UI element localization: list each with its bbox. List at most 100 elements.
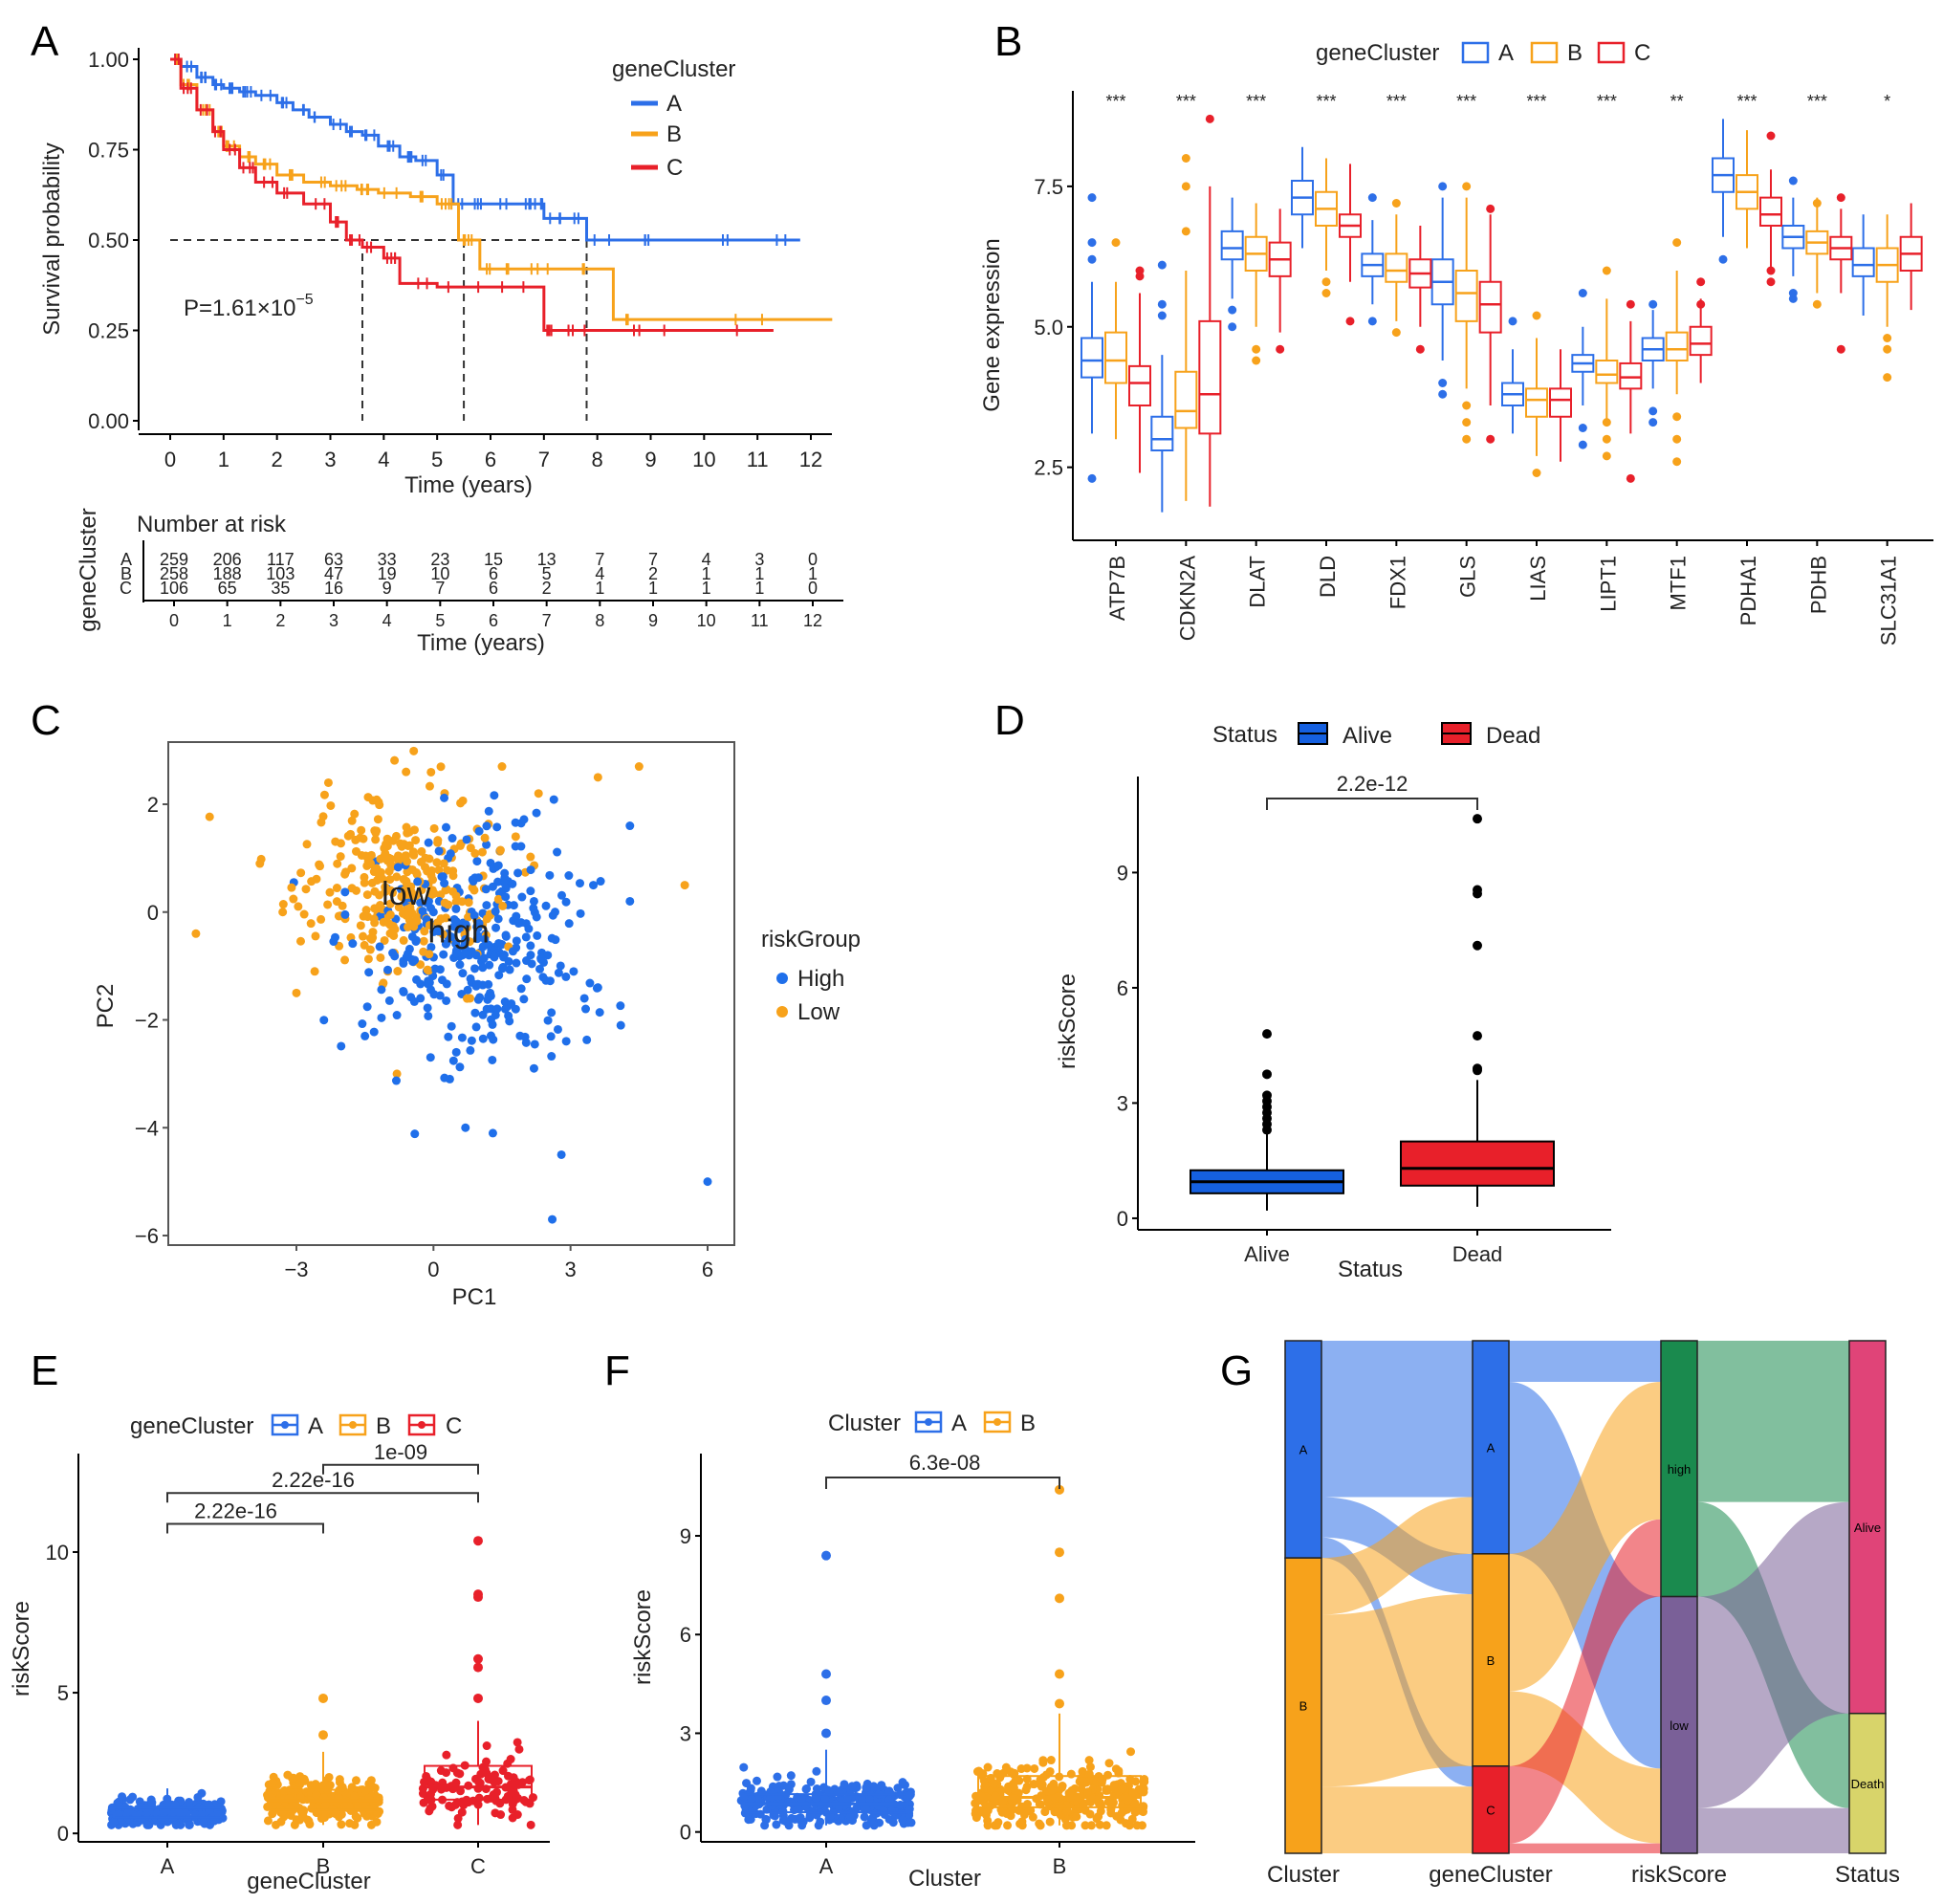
outlier-point xyxy=(1157,311,1167,320)
genecluster-jitter-point xyxy=(442,1750,451,1760)
comparison-bracket xyxy=(322,1463,479,1475)
outlier-point xyxy=(1321,289,1331,297)
outlier-point xyxy=(1696,299,1706,309)
sankey-link xyxy=(1697,1341,1849,1502)
cluster-jitter-point xyxy=(797,1794,806,1804)
cluster-jitter-point xyxy=(1136,1806,1146,1815)
sankey-link xyxy=(1509,1382,1661,1692)
pca-point-high xyxy=(541,901,551,910)
risk-table-tick-label: 7 xyxy=(542,611,552,630)
cluster-outlier xyxy=(1055,1484,1064,1495)
genecluster-outlier xyxy=(318,1693,328,1703)
pca-point-high xyxy=(511,818,520,827)
pca-point-low xyxy=(372,864,382,873)
genecluster-jitter-point xyxy=(324,1772,334,1782)
pca-point-high xyxy=(399,987,408,996)
cluster-jitter-point xyxy=(1072,1812,1081,1822)
box-a xyxy=(1220,230,1244,261)
cluster-boxplot: 0 3 6 9 A B 6.3e-08 xyxy=(680,1451,1195,1878)
cluster-y-tick-label: 6 xyxy=(680,1623,691,1647)
panel-label-f: F xyxy=(604,1347,630,1394)
pca-point-high xyxy=(458,969,468,978)
risk-table-cell: 103 xyxy=(266,564,295,583)
pca-point-high xyxy=(509,901,518,910)
cluster-jitter-point xyxy=(816,1817,825,1827)
pca-point-high xyxy=(358,1019,367,1029)
pca-point-low xyxy=(425,854,434,864)
pca-point-high xyxy=(496,939,506,949)
sankey-links xyxy=(1321,1341,1849,1853)
pca-point-high xyxy=(478,1034,488,1043)
cluster-outlier xyxy=(821,1669,831,1679)
cluster-jitter-point xyxy=(796,1812,805,1822)
pca-point-high xyxy=(340,909,350,919)
risk-table-tick-label: 1 xyxy=(223,611,232,630)
pca-point-low xyxy=(318,812,328,821)
pca-point-low xyxy=(427,889,437,899)
outlier-point xyxy=(1812,299,1822,309)
sankey-node xyxy=(1472,1765,1510,1854)
cluster-jitter-point xyxy=(983,1821,993,1830)
pca-point-high xyxy=(498,962,508,972)
box-b xyxy=(1174,370,1198,429)
pca-point-high xyxy=(499,951,509,960)
pca-point-high xyxy=(491,923,501,932)
pca-point-high xyxy=(547,1052,557,1061)
pca-point-low xyxy=(385,910,395,920)
legend-label-a: A xyxy=(951,1411,967,1436)
pca-point-high xyxy=(519,815,529,824)
cluster-box xyxy=(977,1775,1142,1808)
pca-point-low xyxy=(470,848,480,858)
pca-centroid-label: high xyxy=(427,913,489,950)
cluster-jitter-point xyxy=(845,1811,855,1821)
pca-point-high xyxy=(491,1010,500,1019)
cluster-jitter-point xyxy=(742,1779,752,1788)
pca-point-high xyxy=(536,953,546,963)
pca-point-high xyxy=(473,924,483,933)
box-c xyxy=(1619,361,1643,390)
sankey-node-label: B xyxy=(1487,1653,1495,1668)
pca-point-low xyxy=(375,800,384,810)
outlier-point xyxy=(1486,204,1495,213)
cluster-jitter-point xyxy=(1030,1763,1039,1773)
gene-label: MTF1 xyxy=(1667,556,1691,610)
pca-point-high xyxy=(493,914,503,924)
pca-point-high xyxy=(500,868,510,878)
pca-point-low xyxy=(385,899,395,908)
outlier-point xyxy=(1788,176,1798,186)
pca-point-high xyxy=(451,904,461,913)
genecluster-jitter-point xyxy=(312,1790,321,1800)
genecluster-outlier xyxy=(473,1536,483,1546)
pca-point-high xyxy=(467,1036,476,1045)
cluster-jitter-point xyxy=(1006,1811,1015,1821)
pca-point-high xyxy=(561,972,571,981)
genecluster-jitter-point xyxy=(193,1792,203,1802)
outlier-point xyxy=(1228,322,1237,332)
gene-label: ATP7B xyxy=(1105,556,1129,621)
significance-label: *** xyxy=(1807,92,1827,111)
status-legend-title: Status xyxy=(1212,722,1277,748)
legend-label-a: A xyxy=(1498,40,1514,66)
pca-point-low xyxy=(534,789,543,799)
risk-table-tick-label: 0 xyxy=(169,611,179,630)
outlier-point xyxy=(1508,317,1517,326)
pca-point-low xyxy=(426,865,436,875)
outlier-point xyxy=(1462,418,1472,427)
outlier-point xyxy=(1602,418,1611,427)
status-x-tick-label: Alive xyxy=(1244,1242,1290,1266)
box-b xyxy=(1595,360,1619,384)
genecluster-outlier xyxy=(318,1730,328,1740)
pca-point-high xyxy=(423,1003,432,1013)
risk-table-tick-label: 6 xyxy=(489,611,498,630)
genecluster-y-tick-label: 10 xyxy=(46,1541,69,1565)
pca-point-high xyxy=(426,1053,435,1062)
survival-legend-title: geneCluster xyxy=(612,56,735,82)
pca-point-high xyxy=(447,932,456,942)
legend-label-low: Low xyxy=(797,999,841,1025)
pca-point-low xyxy=(333,859,342,868)
status-outlier xyxy=(1473,1031,1482,1041)
pca-point-low xyxy=(363,954,373,964)
pca-point-low xyxy=(397,892,406,902)
cluster-jitter-point xyxy=(862,1783,871,1792)
pca-point-high xyxy=(511,842,520,851)
